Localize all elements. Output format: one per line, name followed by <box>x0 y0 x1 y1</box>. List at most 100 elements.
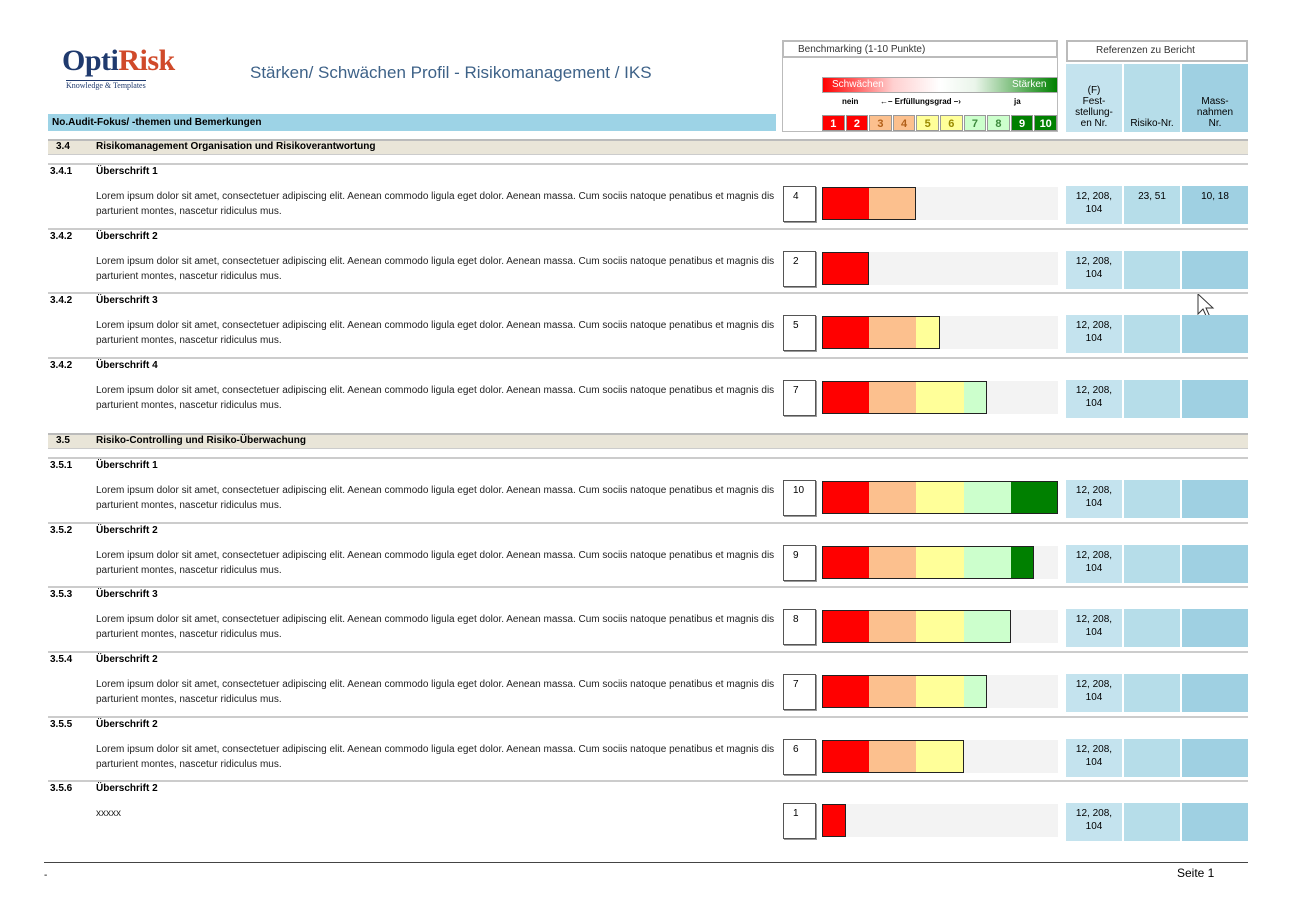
page-title: Stärken/ Schwächen Profil - Risikomanage… <box>250 63 652 82</box>
item-separator <box>48 650 1248 653</box>
item-text: Lorem ipsum dolor sit amet, consectetuer… <box>96 614 775 641</box>
weak-label: Schwächen <box>832 79 884 90</box>
scale-cell: 9 <box>1010 115 1034 131</box>
score-bar-segment <box>916 739 964 773</box>
reference-risk <box>1124 803 1180 842</box>
reference-findings: 12, 208, 104 <box>1066 315 1122 354</box>
footer-line <box>44 862 1248 863</box>
no-label: nein <box>842 97 859 106</box>
scale-cell: 10 <box>1034 115 1057 131</box>
item-separator <box>48 292 1248 295</box>
score-bar-segment <box>869 381 917 415</box>
score-bar-segment <box>822 739 870 773</box>
item-title: Überschrift 1 <box>96 166 158 177</box>
reference-measures <box>1182 315 1248 354</box>
score-bar-segment <box>1010 545 1035 579</box>
score-box: 9 <box>783 544 816 581</box>
benchmark-title: Benchmarking (1-10 Punkte) <box>782 40 1058 58</box>
item-separator <box>48 227 1248 230</box>
item-separator <box>48 586 1248 589</box>
reference-findings: 12, 208, 104 <box>1066 250 1122 289</box>
score-bar-outline <box>822 674 988 708</box>
score-bar-segment <box>822 610 870 644</box>
reference-risk: 23, 51 <box>1124 186 1180 224</box>
score-bar-segment <box>963 674 988 708</box>
logo-subtitle: Knowledge & Templates <box>66 80 146 90</box>
score-bar-segment <box>869 545 917 579</box>
score-bar-outline <box>822 610 1011 644</box>
score-box: 4 <box>783 186 816 222</box>
score-bar-segment <box>822 480 870 514</box>
reference-findings: 12, 208, 104 <box>1066 738 1122 777</box>
score-bar-outline <box>822 545 1035 579</box>
reference-findings: 12, 208, 104 <box>1066 186 1122 224</box>
score-bar-segment <box>869 187 917 220</box>
references-column: (F) Fest- stellung- en Nr. <box>1066 64 1122 132</box>
reference-risk <box>1124 609 1180 648</box>
reference-risk <box>1124 738 1180 777</box>
score-box: 8 <box>783 609 816 646</box>
logo: OptiRisk <box>62 44 175 78</box>
reference-measures <box>1182 609 1248 648</box>
item-separator <box>48 715 1248 718</box>
section-bar <box>48 432 1248 449</box>
score-box: 10 <box>783 479 816 516</box>
reference-risk <box>1124 544 1180 583</box>
references-title: Referenzen zu Bericht <box>1066 40 1248 62</box>
score-bar-segment <box>822 381 870 415</box>
item-number: 3.4.2 <box>50 295 73 307</box>
item-separator <box>48 357 1248 360</box>
reference-measures <box>1182 803 1248 842</box>
score-bar-segment <box>869 480 917 514</box>
score-bar-segment <box>822 187 870 220</box>
logo-risk: Risk <box>118 44 175 77</box>
item-separator <box>48 521 1248 524</box>
reference-measures <box>1182 250 1248 289</box>
item-separator <box>48 456 1248 459</box>
reference-risk <box>1124 250 1180 289</box>
item-title: Überschrift 4 <box>96 360 158 372</box>
reference-findings: 12, 208, 104 <box>1066 609 1122 648</box>
scale-caption: ←– Erfüllungsgrad –› <box>880 97 961 106</box>
reference-measures <box>1182 380 1248 419</box>
item-title: Überschrift 2 <box>96 653 158 665</box>
references-column: Mass- nahmen Nr. <box>1182 64 1248 132</box>
logo-opti: Opti <box>62 44 119 77</box>
score-box: 5 <box>783 315 816 352</box>
score-bar-segment <box>869 739 917 773</box>
score-bar-outline <box>822 251 870 285</box>
score-bar-segment <box>916 316 940 350</box>
score-bar-segment <box>869 674 917 708</box>
scale-cell: 6 <box>940 115 963 131</box>
reference-measures <box>1182 738 1248 777</box>
scale-cell: 3 <box>869 115 892 131</box>
score-bar-segment <box>822 804 846 838</box>
score-bar-outline <box>822 480 1058 514</box>
scale-cell: 5 <box>916 115 939 131</box>
score-bar-segment <box>869 610 917 644</box>
item-title: Überschrift 3 <box>96 295 158 307</box>
score-bar-outline <box>822 804 846 838</box>
score-bar-segment <box>822 674 870 708</box>
item-text: Lorem ipsum dolor sit amet, consectetuer… <box>96 320 775 347</box>
score-bar-segment <box>916 381 964 415</box>
item-text: Lorem ipsum dolor sit amet, consectetuer… <box>96 549 775 576</box>
score-bar-segment <box>1010 480 1058 514</box>
item-number: 3.5.4 <box>50 653 73 665</box>
item-number: 3.5.5 <box>50 718 73 730</box>
item-number: 3.5.1 <box>50 459 73 471</box>
strong-label: Stärken <box>1012 79 1047 90</box>
references-column: Risiko-Nr. <box>1124 64 1180 132</box>
reference-risk <box>1124 315 1180 354</box>
section-bar <box>48 139 1248 155</box>
score-bar-segment <box>963 480 1011 514</box>
scale-cell: 4 <box>892 115 916 131</box>
reference-findings: 12, 208, 104 <box>1066 479 1122 518</box>
item-separator <box>48 163 1248 165</box>
score-bar-outline <box>822 739 964 773</box>
item-title: Überschrift 1 <box>96 459 158 471</box>
reference-findings: 12, 208, 104 <box>1066 380 1122 419</box>
scale-cell: 1 <box>822 115 845 131</box>
reference-risk <box>1124 479 1180 518</box>
reference-findings: 12, 208, 104 <box>1066 544 1122 583</box>
